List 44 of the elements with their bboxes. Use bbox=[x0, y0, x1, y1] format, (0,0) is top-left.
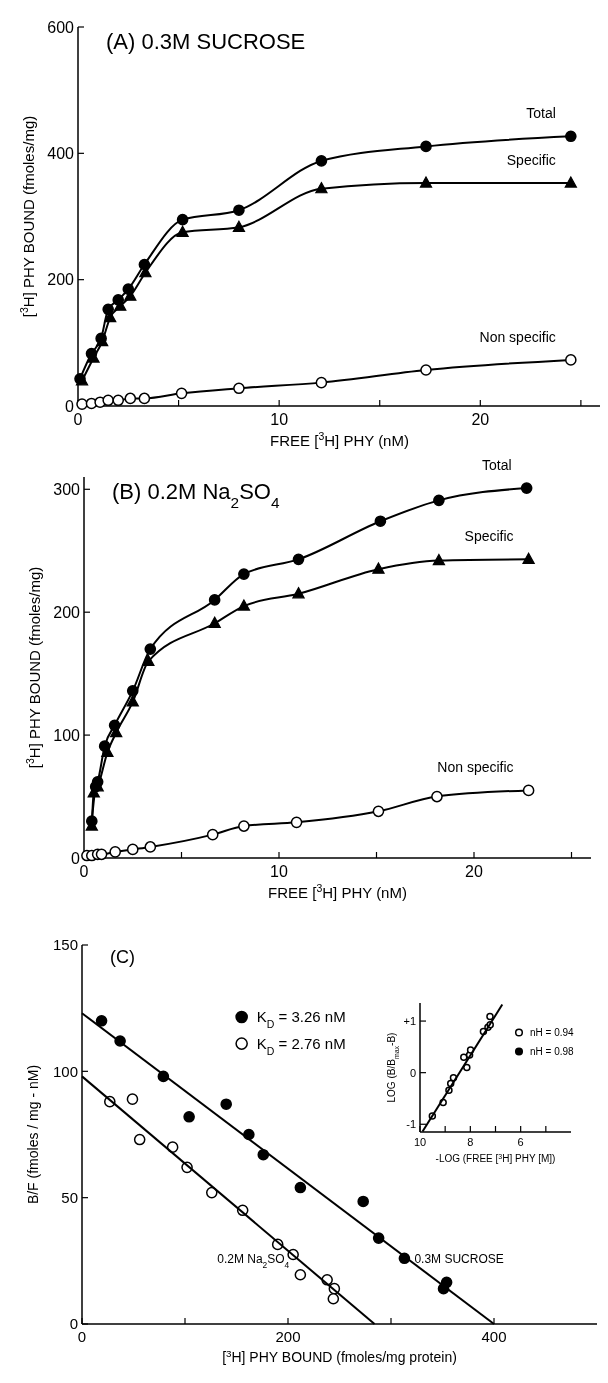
y-tick-label: 200 bbox=[47, 271, 75, 289]
chart-title: (B) 0.2M Na$_{2}$SO$_{4}$ bbox=[112, 479, 280, 511]
y-axis-title: B/F (fmoles / mg - nM) bbox=[25, 1064, 41, 1205]
y-tick-label: +1 bbox=[403, 1014, 416, 1027]
x-axis-title: -LOG (FREE [$^{3}$H] PHY [M]) bbox=[435, 1152, 556, 1164]
series-label: Non specific bbox=[437, 759, 514, 776]
x-tick-label: 6 bbox=[517, 1136, 524, 1148]
x-tick-label: 200 bbox=[275, 1328, 301, 1345]
y-tick-label: 50 bbox=[61, 1188, 78, 1206]
chart-title: (A) 0.3M SUCROSE bbox=[106, 29, 306, 54]
y-tick-label: 0 bbox=[409, 1066, 416, 1079]
x-tick-label: 8 bbox=[467, 1136, 474, 1148]
x-axis-title: FREE [$^{3}$H] PHY (nM) bbox=[268, 882, 407, 901]
x-tick-label: 20 bbox=[465, 863, 483, 880]
annotation: 0.3M SUCROSE bbox=[414, 1251, 504, 1266]
x-tick-label: 20 bbox=[471, 411, 490, 428]
y-tick-label: 600 bbox=[47, 18, 75, 36]
y-tick-label: 0 bbox=[71, 849, 81, 867]
x-tick-label: 10 bbox=[270, 863, 288, 880]
series-label: Non specific bbox=[479, 328, 556, 345]
legend-label: nH = 0.94 bbox=[530, 1027, 575, 1038]
series-label: Total bbox=[482, 457, 512, 474]
y-tick-label: 0 bbox=[65, 397, 75, 415]
y-tick-label: 150 bbox=[52, 936, 78, 954]
x-tick-label: 400 bbox=[481, 1328, 507, 1345]
chart-title: (C) bbox=[110, 947, 135, 967]
x-tick-label: 10 bbox=[270, 411, 289, 428]
legend-label: K$_{D}$ = 2.76 nM bbox=[256, 1034, 346, 1057]
y-tick-label: 400 bbox=[47, 144, 75, 162]
x-tick-label: 10 bbox=[413, 1136, 427, 1148]
y-tick-label: -1 bbox=[406, 1118, 416, 1131]
series-label: Specific bbox=[506, 152, 556, 169]
series-label: Specific bbox=[464, 528, 514, 545]
series-label: Total bbox=[526, 105, 556, 122]
y-tick-label: 100 bbox=[53, 726, 81, 744]
y-tick-label: 0 bbox=[69, 1315, 78, 1333]
legend-label: K$_{D}$ = 3.26 nM bbox=[256, 1008, 346, 1031]
annotation: 0.2M Na$_{2}$SO$_{4}$ bbox=[217, 1251, 290, 1270]
x-axis-title: [$^{3}$H] PHY BOUND (fmoles/mg protein) bbox=[222, 1347, 457, 1365]
legend-label: nH = 0.98 bbox=[530, 1046, 575, 1057]
x-axis-title: FREE [$^{3}$H] PHY (nM) bbox=[270, 430, 409, 449]
y-tick-label: 200 bbox=[53, 603, 81, 621]
y-tick-label: 100 bbox=[52, 1062, 78, 1080]
y-tick-label: 300 bbox=[53, 480, 81, 498]
